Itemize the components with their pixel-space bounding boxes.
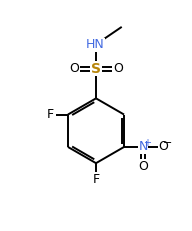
Text: F: F [47,108,54,121]
Text: S: S [91,62,101,76]
Text: O: O [113,62,123,75]
Text: N: N [138,140,148,153]
Text: O: O [138,160,148,173]
Text: HN: HN [86,39,104,52]
Text: −: − [163,138,173,148]
Text: O: O [158,140,168,153]
Text: F: F [92,173,100,186]
Text: +: + [143,138,151,148]
Text: O: O [69,62,79,75]
